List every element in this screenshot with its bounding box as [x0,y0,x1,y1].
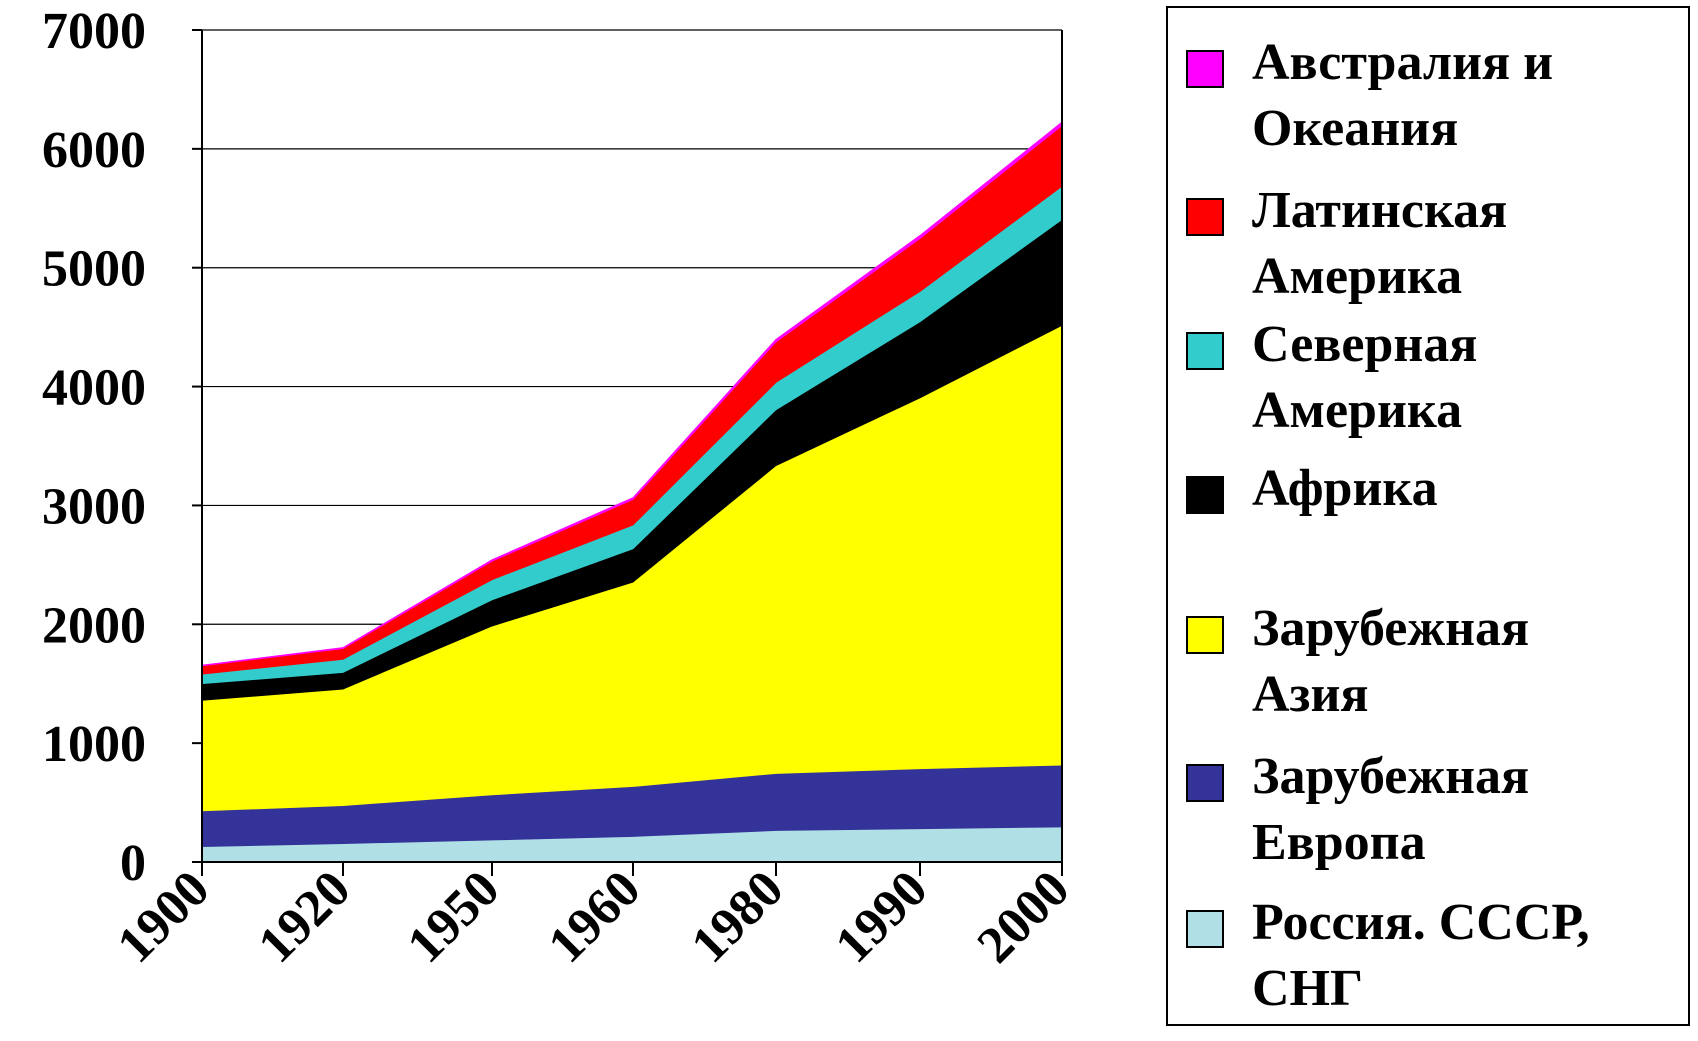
axes [192,29,1063,876]
x-tick-labels: 1900 1920 1950 1960 1980 1990 2000 [107,860,1081,974]
x-tick-label: 1920 [248,860,362,974]
legend-swatch [1186,476,1224,514]
legend-swatch [1186,198,1224,236]
y-tick-label: 0 [120,835,146,892]
legend-label: Зарубежная Азия [1252,600,1530,723]
legend-label: Россия. СССР, СНГ [1252,894,1590,1017]
y-tick-label: 5000 [42,241,146,298]
legend-swatch [1186,50,1224,88]
x-tick-label: 1990 [825,860,939,974]
y-tick-label: 2000 [42,597,146,654]
chart-legend: Австралия и Океания Латинская Америка Севе… [1166,6,1690,1026]
y-tick-label: 4000 [42,360,146,417]
x-tick-label: 2000 [967,860,1081,974]
legend-swatch [1186,910,1224,948]
legend-swatch [1186,332,1224,370]
y-tick-label: 1000 [42,716,146,773]
y-tick-label: 7000 [42,3,146,60]
x-tick-label: 1960 [538,860,652,974]
legend-swatch [1186,616,1224,654]
legend-label: Латинская Америка [1252,182,1508,305]
x-tick-label: 1950 [397,860,511,974]
legend-label: Африка [1252,460,1438,517]
area-series [201,121,1063,863]
legend-label: Северная Америка [1252,316,1478,439]
y-tick-labels: 0 1000 2000 3000 4000 5000 6000 7000 [42,3,146,892]
legend-swatch [1186,764,1224,802]
legend-label: Австралия и Океания [1252,34,1554,157]
y-tick-label: 3000 [42,478,146,535]
legend-label: Зарубежная Европа [1252,748,1530,871]
x-tick-label: 1980 [681,860,795,974]
y-tick-label: 6000 [42,122,146,179]
